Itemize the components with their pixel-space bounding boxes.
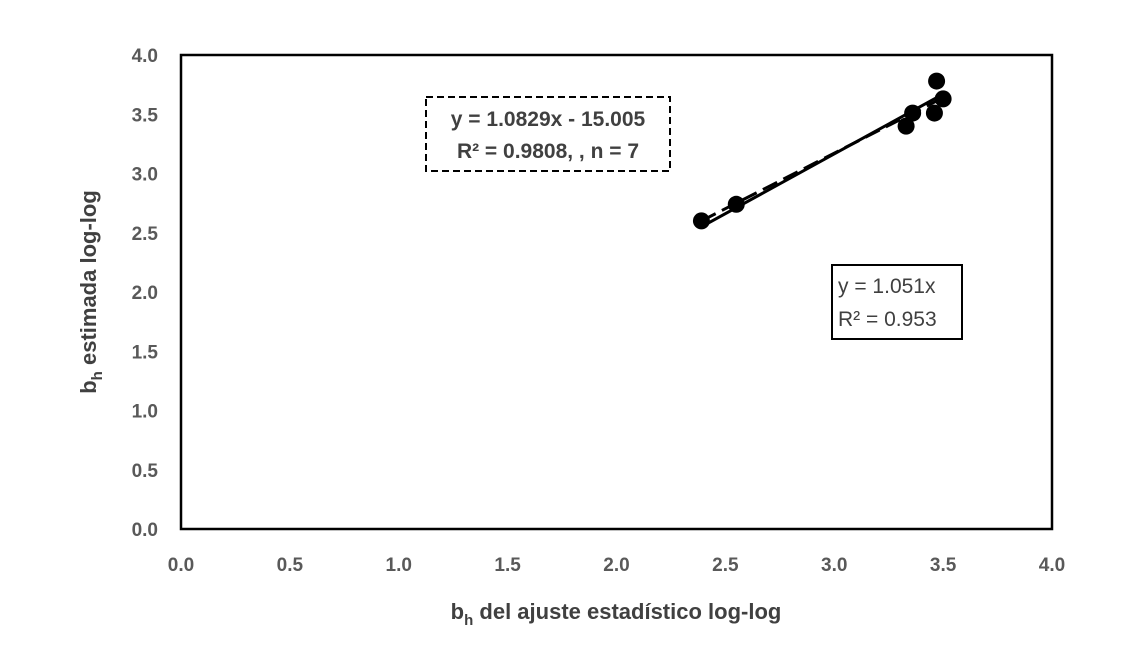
y-tick-label: 1.0: [132, 402, 158, 423]
x-axis-ticks: 0.0 0.5 1.0 1.5 2.0 2.5 3.0 3.5 4.0: [168, 555, 1065, 576]
x-axis-title-main: b: [451, 599, 464, 624]
x-axis-title-rest: del ajuste estadístico log-log: [473, 599, 781, 624]
solid-fit-equation: y = 1.051x: [838, 275, 936, 298]
data-point: [727, 195, 745, 213]
x-tick-label: 1.0: [386, 555, 412, 576]
x-tick-label: 1.5: [494, 555, 521, 576]
y-axis-title-main: b: [76, 380, 101, 393]
y-axis-title-rest: estimada log-log: [76, 190, 101, 371]
y-tick-label: 4.0: [132, 46, 158, 67]
x-tick-label: 2.0: [603, 555, 629, 576]
y-tick-label: 2.5: [132, 224, 159, 245]
data-points: [692, 72, 952, 230]
solid-fit-annotation-box: [831, 264, 963, 340]
x-tick-label: 4.0: [1039, 555, 1065, 576]
x-tick-label: 0.0: [168, 555, 194, 576]
x-tick-label: 3.0: [821, 555, 847, 576]
data-point: [925, 104, 943, 122]
y-axis-ticks: 0.0 0.5 1.0 1.5 2.0 2.5 3.0 3.5 4.0: [132, 46, 159, 541]
y-tick-label: 1.5: [132, 342, 159, 363]
dashed-fit-annotation-box: [425, 96, 671, 172]
x-tick-label: 0.5: [277, 555, 304, 576]
solid-fit-r2: R² = 0.953: [838, 308, 937, 331]
dashed-fit-r2: R² = 0.9808, , n = 7: [457, 140, 639, 163]
y-axis-title-subscript: h: [89, 371, 106, 380]
plot-area-frame: [179, 53, 1054, 531]
y-tick-label: 0.5: [132, 461, 159, 482]
data-point: [904, 104, 922, 122]
y-axis-title: bh estimada log-log: [76, 190, 106, 394]
y-tick-label: 3.0: [132, 165, 158, 186]
x-tick-label: 2.5: [712, 555, 739, 576]
dashed-fit-equation: y = 1.0829x - 15.005: [451, 108, 646, 131]
data-point: [934, 90, 952, 108]
x-axis-title: bh del ajuste estadístico log-log: [451, 599, 782, 629]
data-point: [897, 117, 915, 135]
data-point: [692, 212, 710, 230]
data-point: [928, 72, 946, 90]
y-tick-label: 2.0: [132, 283, 158, 304]
y-tick-label: 3.5: [132, 105, 159, 126]
x-tick-label: 3.5: [930, 555, 957, 576]
y-tick-label: 0.0: [132, 520, 158, 541]
x-axis-title-subscript: h: [464, 612, 473, 629]
